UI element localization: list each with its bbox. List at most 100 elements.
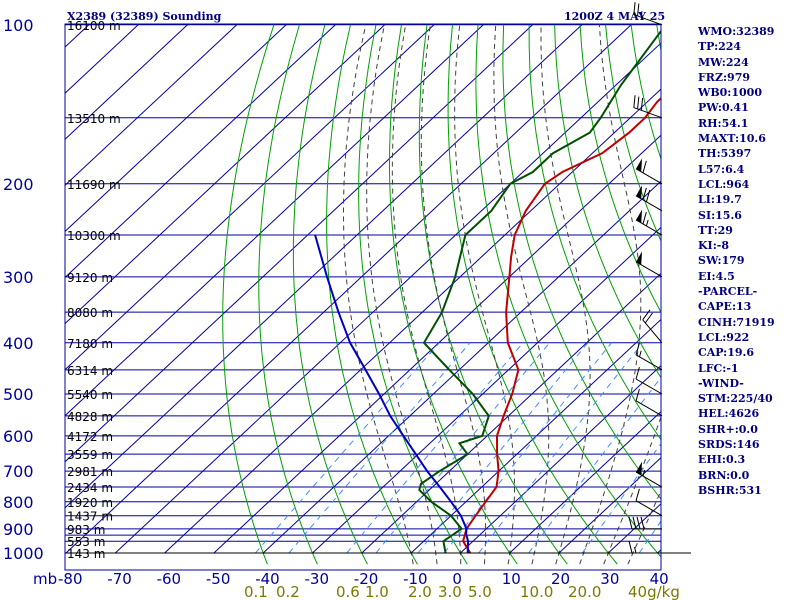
height-label: 4172 m bbox=[67, 430, 113, 444]
wind-barb bbox=[635, 185, 663, 212]
mixing-ratio-line bbox=[443, 342, 612, 554]
moist-adiabat bbox=[366, 24, 438, 565]
pressure-tick-label: 1000 bbox=[3, 544, 44, 563]
index-item: EHI:0.3 bbox=[698, 453, 746, 467]
mixing-ratio-label: 0.6 bbox=[336, 583, 360, 600]
index-item: -PARCEL- bbox=[698, 285, 758, 299]
height-label: 553 m bbox=[67, 535, 105, 549]
height-label: 6314 m bbox=[67, 364, 113, 378]
wind-barb bbox=[635, 461, 663, 488]
dry-adiabat bbox=[326, 24, 418, 565]
isotherm-line bbox=[65, 24, 188, 140]
height-label: 8080 m bbox=[67, 306, 113, 320]
pressure-tick-label: 600 bbox=[3, 427, 34, 446]
isotherm-line bbox=[65, 24, 336, 279]
isotherm-line bbox=[65, 24, 435, 371]
dry-adiabat bbox=[579, 24, 661, 314]
height-label: 9120 m bbox=[67, 271, 113, 285]
isotherm-line bbox=[114, 42, 661, 554]
isotherm-line bbox=[65, 24, 583, 509]
mixing-ratio-label: 40g/kg bbox=[628, 583, 680, 600]
moist-adiabat bbox=[603, 415, 661, 565]
dry-adiabat bbox=[447, 24, 618, 565]
height-label: 143 m bbox=[67, 547, 105, 561]
isotherm-line bbox=[410, 318, 661, 554]
index-item: SRDS:146 bbox=[698, 438, 760, 452]
pressure-tick-label: 100 bbox=[3, 16, 34, 35]
isotherm-line bbox=[312, 226, 661, 554]
index-item: MAXT:10.6 bbox=[698, 132, 766, 146]
index-item: BRN:0.0 bbox=[698, 468, 750, 482]
index-item: MW:224 bbox=[698, 55, 749, 69]
x-unit-label: mb bbox=[33, 570, 57, 588]
temperature-tick-label: -80 bbox=[58, 570, 83, 588]
parcel-trace bbox=[314, 234, 470, 553]
plot-lines bbox=[65, 24, 661, 565]
temperature-tick-label: 40 bbox=[650, 570, 669, 588]
index-item: TT:29 bbox=[698, 223, 733, 237]
index-item: L57:6.4 bbox=[698, 162, 745, 176]
index-item: SI:15.6 bbox=[698, 208, 742, 222]
mixing-ratio-label: 10.0 bbox=[520, 583, 553, 600]
temperature-tick-label: -30 bbox=[305, 570, 330, 588]
height-label: 16100 m bbox=[67, 19, 121, 33]
isotherm-line bbox=[213, 134, 661, 554]
index-item: EI:4.5 bbox=[698, 269, 735, 283]
mixing-ratio-line bbox=[288, 342, 471, 554]
height-label: 11690 m bbox=[67, 178, 121, 192]
index-item: WB0:1000 bbox=[698, 86, 762, 100]
pressure-tick-label: 900 bbox=[3, 520, 34, 539]
mixing-ratio-line bbox=[528, 376, 661, 554]
index-item: SHR+:0.0 bbox=[698, 422, 758, 436]
moist-adiabat bbox=[420, 24, 487, 565]
mixing-ratio-line bbox=[255, 342, 440, 554]
height-label: 13510 m bbox=[67, 112, 121, 126]
wind-barb bbox=[635, 158, 663, 185]
isotherm-line bbox=[65, 24, 386, 325]
wind-barb bbox=[635, 388, 663, 417]
index-item: -WIND- bbox=[698, 376, 744, 390]
temperature-tick-label: -60 bbox=[157, 570, 182, 588]
height-label: 983 m bbox=[67, 523, 105, 537]
mixing-ratio-label: 5.0 bbox=[468, 583, 492, 600]
sounding-time: 1200Z 4 MAY 25 bbox=[564, 10, 665, 23]
pressure-tick-label: 200 bbox=[3, 175, 34, 194]
dewpoint-trace bbox=[418, 29, 661, 554]
height-label: 5540 m bbox=[67, 388, 113, 402]
index-item: LFC:-1 bbox=[698, 361, 739, 375]
mixing-ratio-line bbox=[417, 342, 589, 554]
wind-barb bbox=[628, 540, 662, 554]
mixing-ratio-label: 0.1 bbox=[244, 583, 268, 600]
height-label: 10300 m bbox=[67, 229, 121, 243]
height-label: 7180 m bbox=[67, 337, 113, 351]
mixing-ratio-label: 0.2 bbox=[276, 583, 300, 600]
wind-barb bbox=[635, 251, 663, 278]
index-item: LI:19.7 bbox=[698, 193, 742, 207]
isotherm-line bbox=[65, 24, 287, 233]
height-label: 1920 m bbox=[67, 496, 113, 510]
height-label: 2981 m bbox=[67, 465, 113, 479]
dry-adiabat bbox=[554, 24, 661, 379]
index-item: RH:54.1 bbox=[698, 116, 749, 130]
dry-adiabat bbox=[222, 24, 275, 565]
index-item: HEL:4626 bbox=[698, 407, 760, 421]
temperature-tick-label: 10 bbox=[502, 570, 521, 588]
index-item: TP:224 bbox=[698, 40, 742, 54]
isotherm-line bbox=[361, 272, 661, 554]
height-label: 2434 m bbox=[67, 481, 113, 495]
temperature-tick-label: -10 bbox=[403, 570, 428, 588]
temperature-tick-label: -20 bbox=[354, 570, 379, 588]
wind-barb bbox=[633, 95, 663, 119]
dry-adiabat bbox=[358, 24, 468, 565]
wind-barb bbox=[628, 516, 662, 530]
dry-adiabat bbox=[418, 24, 568, 565]
pressure-tick-label: 500 bbox=[3, 385, 34, 404]
wind-barb bbox=[635, 342, 663, 371]
moist-adiabat bbox=[391, 24, 462, 565]
moist-adiabat bbox=[540, 24, 591, 565]
temperature-tick-label: -70 bbox=[107, 570, 132, 588]
mixing-ratio-label: 2.0 bbox=[408, 583, 432, 600]
wind-barb bbox=[635, 209, 663, 236]
height-label: 4828 m bbox=[67, 410, 113, 424]
